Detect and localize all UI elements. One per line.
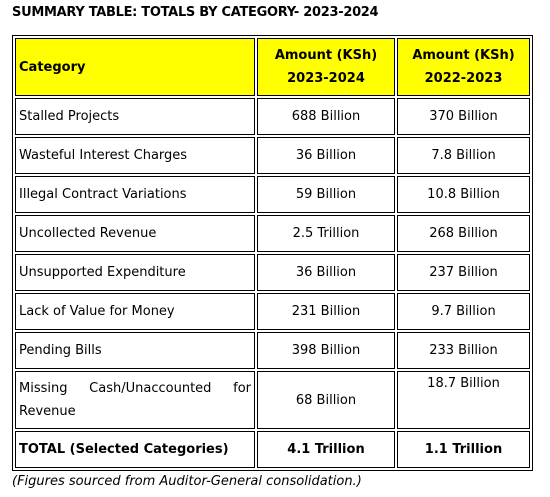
table-cell: 10.8 Billion xyxy=(397,176,530,213)
header-text: Amount (KSh) xyxy=(274,48,378,63)
table-cell: 7.8 Billion xyxy=(397,137,530,174)
header-row: Category Amount (KSh) 2023-2024 Amount (KSh… xyxy=(15,38,530,96)
table-row: Unsupported Expenditure 36 Billion 237 Bil… xyxy=(15,254,530,291)
table-row: Pending Bills 398 Billion 233 Billion xyxy=(15,332,530,369)
header-cell: Amount (KSh) 2022-2023 xyxy=(397,38,530,96)
table-cell: 9.7 Billion xyxy=(397,293,530,330)
table-cell: 688 Billion xyxy=(257,98,395,135)
header-cell: Category xyxy=(15,38,255,96)
header-cell: Amount (KSh) 2023-2024 xyxy=(257,38,395,96)
table-cell: 233 Billion xyxy=(397,332,530,369)
table-cell: Uncollected Revenue xyxy=(15,215,255,252)
table-cell: Illegal Contract Variations xyxy=(15,176,255,213)
table-cell: 2.5 Trillion xyxy=(257,215,395,252)
table-cell: Wasteful Interest Charges xyxy=(15,137,255,174)
table-row: Wasteful Interest Charges 36 Billion 7.8 B… xyxy=(15,137,530,174)
table-cell: Missing Cash/Unaccounted for Revenue xyxy=(15,371,255,429)
footnote: (Figures sourced from Auditor-General co… xyxy=(12,474,362,489)
table-cell: Lack of Value for Money xyxy=(15,293,255,330)
table-row: Stalled Projects 688 Billion 370 Billion xyxy=(15,98,530,135)
total-cell: TOTAL (Selected Categories) xyxy=(15,431,255,468)
header-text: Amount (KSh) xyxy=(412,48,515,63)
header-text: 2023-2024 xyxy=(287,71,365,86)
total-cell: 4.1 Trillion xyxy=(257,431,395,468)
table-cell: 237 Billion xyxy=(397,254,530,291)
table-cell: 231 Billion xyxy=(257,293,395,330)
table-cell: 68 Billion xyxy=(257,371,395,429)
table-row: Uncollected Revenue 2.5 Trillion 268 Billi… xyxy=(15,215,530,252)
table-cell: 370 Billion xyxy=(397,98,530,135)
table-row: Lack of Value for Money 231 Billion 9.7 Bi… xyxy=(15,293,530,330)
table-cell: 398 Billion xyxy=(257,332,395,369)
table-row: Illegal Contract Variations 59 Billion 10.… xyxy=(15,176,530,213)
table-cell: 36 Billion xyxy=(257,254,395,291)
table-cell: Stalled Projects xyxy=(15,98,255,135)
header-text: 2022-2023 xyxy=(424,71,503,86)
title: SUMMARY TABLE: TOTALS BY CATEGORY- 2023-… xyxy=(12,5,379,20)
table-cell: Pending Bills xyxy=(15,332,255,369)
table-cell: 36 Billion xyxy=(257,137,395,174)
table-cell: Unsupported Expenditure xyxy=(15,254,255,291)
total-row: TOTAL (Selected Categories) 4.1 Trillion 1… xyxy=(15,431,530,468)
header-text: Category xyxy=(19,59,86,75)
table-row: Missing Cash/Unaccounted for Revenue 68 B… xyxy=(15,371,530,429)
table-cell: 18.7 Billion xyxy=(397,371,530,429)
total-cell: 1.1 Trillion xyxy=(397,431,530,468)
table-cell: 268 Billion xyxy=(397,215,530,252)
summary-table: Category Amount (KSh) 2023-2024 Amount (KSh… xyxy=(12,35,533,471)
table-cell: 59 Billion xyxy=(257,176,395,213)
